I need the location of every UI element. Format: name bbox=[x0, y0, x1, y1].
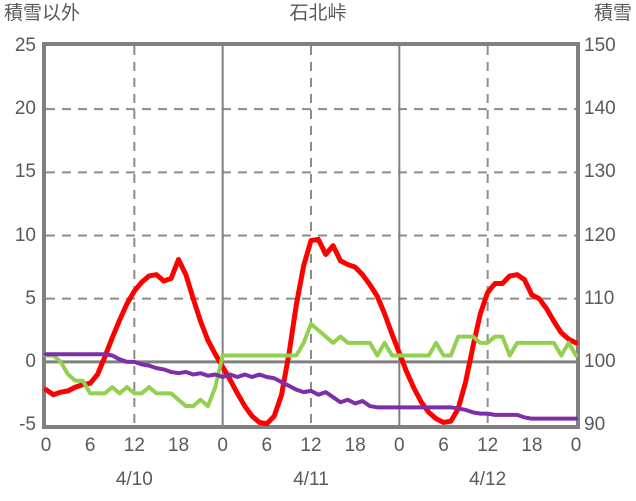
day-label-4-12: 4/12 bbox=[469, 469, 507, 490]
x-tick-12: 0 bbox=[570, 435, 582, 456]
left-axis-title: 積雪以外 bbox=[4, 3, 81, 24]
left-tick-15: 15 bbox=[14, 161, 36, 183]
chart-title: 石北峠 bbox=[289, 3, 347, 24]
right-tick-100: 100 bbox=[584, 350, 616, 372]
x-tick-7: 18 bbox=[344, 435, 366, 456]
right-tick-140: 140 bbox=[584, 98, 616, 120]
left-tick-0: 0 bbox=[25, 350, 36, 372]
x-tick-5: 6 bbox=[261, 435, 273, 456]
right-tick-90: 90 bbox=[584, 414, 606, 435]
x-tick-11: 18 bbox=[521, 435, 543, 456]
x-tick-8: 0 bbox=[394, 435, 405, 456]
x-tick-9: 6 bbox=[438, 435, 449, 456]
series-line-降水量 bbox=[44, 321, 578, 409]
x-tick-0: 0 bbox=[40, 435, 52, 456]
left-tick-10: 10 bbox=[14, 224, 36, 246]
chart-canvas bbox=[43, 46, 579, 427]
x-tick-1: 6 bbox=[84, 435, 96, 456]
x-tick-4: 0 bbox=[217, 435, 228, 456]
left-tick-25: 25 bbox=[14, 35, 36, 56]
left-tick-5: 5 bbox=[25, 287, 36, 309]
series-line-気温 bbox=[43, 236, 579, 427]
right-tick-130: 130 bbox=[584, 161, 616, 183]
right-axis-title: 積雪 bbox=[593, 3, 632, 24]
day-label-4-10: 4/10 bbox=[115, 469, 153, 490]
right-tick-150: 150 bbox=[584, 35, 616, 56]
day-label-4-11: 4/11 bbox=[293, 469, 329, 490]
x-tick-2: 12 bbox=[123, 435, 145, 456]
right-tick-110: 110 bbox=[584, 287, 615, 309]
right-tick-120: 120 bbox=[584, 224, 616, 246]
x-tick-10: 12 bbox=[477, 435, 499, 456]
left-tick-20: 20 bbox=[14, 98, 36, 120]
left-tick--5: -5 bbox=[19, 414, 36, 435]
x-tick-6: 12 bbox=[300, 435, 322, 456]
series-line-積雪深 bbox=[44, 352, 578, 421]
x-tick-3: 18 bbox=[167, 435, 190, 456]
